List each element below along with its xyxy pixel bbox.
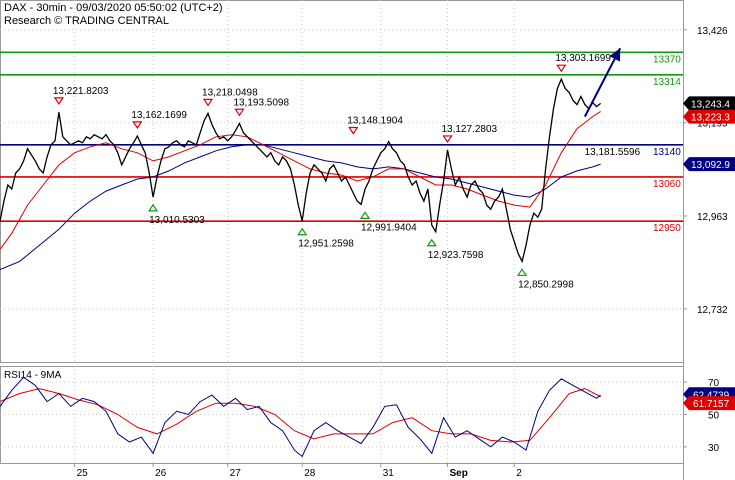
level-label: 13370 [653,54,681,65]
low-label: 12,991.9404 [361,222,417,233]
level-label: 13140 [653,147,681,158]
rsi-tick-label: 50 [708,411,720,422]
rsi-tick-label: 30 [708,443,720,454]
rsi-line [0,376,601,458]
high-label: 13,218.0498 [202,87,258,98]
price-tag-label: 13,092.9 [691,160,730,171]
slow-ma-line [0,144,601,270]
time-tick-label: 2 [516,468,522,479]
support-resistance-levels: 13370 13314 13140 13060 12950 [0,51,683,234]
high-label: 13,148.1904 [347,116,403,127]
forecast-arrow-line [583,47,622,118]
low-marker [516,268,528,276]
time-tick-label: 28 [304,468,316,479]
rsi-label: RSI14 - 9MA [4,370,62,381]
fast-ma-line [0,110,601,250]
price-tick-label: 13,426 [697,26,728,37]
low-marker [297,227,308,236]
high-label: 13,162.1699 [131,110,187,121]
forecast-arrow-head [609,48,621,62]
price-tick-label: 13,195 [697,119,728,130]
low-marker [359,211,371,219]
low-marker [426,238,437,247]
gridlines [0,0,683,463]
rsi-panel [0,376,601,458]
high-label: 13,221.8203 [53,86,109,97]
low-label: 12,923.7598 [428,250,484,261]
rsi-tag-label: 61.7157 [693,399,730,410]
high-marker [234,108,245,117]
high-marker [348,126,359,135]
level-label: 13314 [653,77,681,88]
price-tag-box [683,96,735,111]
high-marker [132,121,143,129]
time-tick-label: 26 [155,468,167,479]
level-label: 13060 [653,179,681,190]
high-marker [556,64,567,73]
chart-subtitle: Research © TRADING CENTRAL [4,15,169,27]
high-label: 13,193.5098 [233,97,289,108]
high-marker [53,97,65,105]
rsi-tick-label: 70 [708,378,720,389]
rsi-ma-line [0,388,601,443]
price-line [0,77,602,264]
price-tick-label: 12,963 [697,212,728,223]
price-tick-label: 12,732 [697,305,728,316]
time-tick-label: 31 [383,468,395,479]
low-label: 12,951.2598 [298,239,354,250]
time-tick-label: Sep [449,468,467,479]
high-marker [202,98,214,107]
rsi-panel-border [0,366,684,464]
price-tag-label: 13,243.4 [691,99,730,110]
price-series [0,77,602,270]
low-label: 12,850.2998 [518,279,574,290]
ma-label: 13,181.5596 [585,147,641,158]
high-label: 13,127.2803 [441,124,497,135]
high-marker [442,135,453,143]
low-label: 13,010.5303 [149,215,205,226]
price-tag-box [683,157,735,172]
time-tick-label: 27 [230,468,242,479]
price-tag-label: 13,223.3 [691,113,730,124]
annotations: 13,181.5596 13,221.8203 13,162.1699 13,218.… [53,47,641,290]
level-label: 12950 [653,223,681,234]
high-label: 13,303.1699 [555,53,611,64]
axes: 12,732 12,963 13,195 13,426 25 26 27 28 31 Sep 2 13… [74,26,735,479]
time-tick-label: 25 [77,468,89,479]
rsi-tag-label: 62.4739 [693,390,730,401]
chart-title: DAX - 30min - 09/03/2020 05:50:02 (UTC+2… [4,2,223,14]
rsi-tag-box [683,396,735,411]
low-marker [147,203,159,212]
price-tag-box [683,109,735,124]
